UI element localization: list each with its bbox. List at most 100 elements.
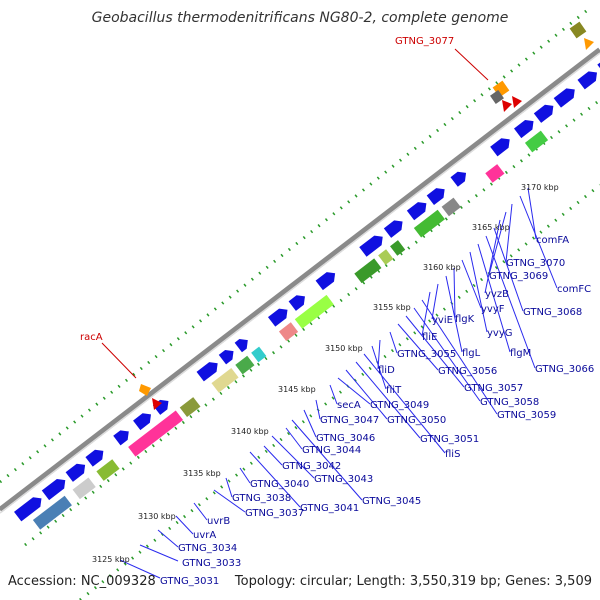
topology-text: Topology: circular; Length: 3,550,319 bp… [234, 574, 592, 589]
label-GTNG_3055: GTNG_3055 [397, 349, 456, 360]
label-GTNG_3068: GTNG_3068 [523, 307, 582, 318]
genome-title: Geobacillus thermodenitrificans NG80-2, … [91, 10, 509, 26]
dotted-track-lower [79, 183, 600, 600]
feature-block-9 [294, 294, 334, 329]
GTNG_3077-leader [454, 48, 489, 81]
label-GTNG_3047: GTNG_3047 [320, 415, 379, 426]
label-GTNG_3077: GTNG_3077 [395, 36, 454, 47]
cds-arrow-2 [65, 463, 86, 482]
scale-3135: 3135 kbp [183, 469, 221, 478]
feature-block-12 [390, 240, 406, 256]
cds-arrow-0 [14, 497, 42, 522]
label-uvrB: uvrB [207, 516, 230, 527]
label-leader-lines [119, 187, 558, 579]
feature-block-1 [72, 477, 96, 500]
feature-block-7 [251, 346, 267, 363]
label-fliT: fliT [386, 385, 402, 396]
cds-arrow-13 [359, 235, 383, 257]
scale-3130: 3130 kbp [138, 512, 176, 521]
leader-line-7 [239, 467, 251, 484]
accession-text: Accession: NC_009328 [8, 574, 156, 589]
label-GTNG_3041: GTNG_3041 [300, 503, 359, 514]
racA-gene[interactable] [139, 384, 151, 396]
cds-arrow-14 [383, 220, 403, 238]
label-GTNG_3059: GTNG_3059 [497, 410, 556, 421]
scale-3155: 3155 kbp [373, 303, 411, 312]
backbone-highlight [0, 52, 600, 514]
cds-arrow-4 [113, 430, 129, 446]
forward-arrow-icon [502, 100, 512, 112]
label-GTNG_3070: GTNG_3070 [506, 258, 565, 269]
leader-line-39 [519, 195, 558, 289]
scale-3125: 3125 kbp [92, 555, 130, 564]
cds-arrow-15 [406, 202, 427, 221]
label-GTNG_3050: GTNG_3050 [387, 415, 446, 426]
cds-arrow-22 [577, 71, 598, 90]
cds-arrow-3 [85, 449, 104, 467]
cds-arrow-12 [315, 272, 336, 291]
leader-line-18 [355, 361, 421, 439]
leader-line-34 [485, 235, 536, 369]
leader-line-35 [493, 227, 524, 312]
label-secA: secA [337, 400, 361, 411]
leader-line-40 [527, 187, 537, 240]
label-fliE: fliE [422, 332, 437, 343]
label-GTNG_3043: GTNG_3043 [314, 474, 373, 485]
feature-block-10 [354, 258, 382, 284]
feature-block-3 [128, 410, 184, 457]
scale-3170: 3170 kbp [521, 183, 559, 192]
label-yvyG: yvyG [487, 328, 513, 339]
leader-line-5 [213, 489, 246, 513]
leader-line-11 [285, 427, 303, 450]
cds-arrow-10 [267, 308, 288, 327]
feature-block-0 [32, 495, 72, 530]
label-GTNG_3058: GTNG_3058 [480, 397, 539, 408]
label-yvzB: yvzB [485, 289, 509, 300]
scale-3145: 3145 kbp [278, 385, 316, 394]
label-GTNG_3069: GTNG_3069 [489, 271, 548, 282]
gene-top-right-2 [584, 38, 594, 50]
leader-line-4 [193, 502, 208, 521]
feature-block-11 [378, 249, 394, 265]
leader-line-37 [488, 211, 507, 276]
leader-line-12 [291, 419, 363, 501]
leader-line-25 [413, 307, 481, 402]
dotted-track-inner [24, 98, 600, 547]
leader-line-1 [139, 544, 179, 562]
cds-arrow-7 [196, 362, 218, 382]
leader-line-38 [505, 203, 513, 263]
feature-block-13 [413, 209, 445, 238]
leader-line-27 [421, 291, 431, 337]
leader-line-6 [225, 477, 233, 498]
label-GTNG_3066: GTNG_3066 [535, 364, 594, 375]
cds-arrow-23 [597, 62, 600, 69]
label-flgK: flgK [455, 314, 475, 325]
label-GTNG_3031: GTNG_3031 [160, 576, 219, 587]
label-fliD: fliD [378, 365, 395, 376]
scale-3160: 3160 kbp [423, 263, 461, 272]
scale-3165: 3165 kbp [472, 223, 510, 232]
scale-3150: 3150 kbp [325, 344, 363, 353]
label-GTNG_3045: GTNG_3045 [362, 496, 421, 507]
cds-arrow-17 [450, 171, 467, 187]
label-GTNG_3049: GTNG_3049 [370, 400, 429, 411]
scale-3140: 3140 kbp [231, 427, 269, 436]
leader-line-26 [421, 299, 498, 415]
label-flgM: flgM [510, 348, 531, 359]
leader-line-30 [453, 267, 456, 319]
cds-arrow-20 [533, 104, 554, 123]
cds-arrow-9 [234, 339, 248, 353]
leader-line-8 [249, 451, 301, 508]
leader-line-22 [389, 331, 398, 354]
leader-line-31 [461, 259, 482, 309]
cds-arrow-18 [490, 138, 510, 157]
leader-line-16 [337, 377, 371, 405]
leader-line-19 [363, 353, 446, 454]
label-comFA: comFA [536, 235, 569, 246]
leader-line-13 [303, 409, 317, 438]
feature-block-16 [524, 130, 549, 153]
cds-arrow-19 [513, 120, 534, 139]
genome-backbone [0, 47, 600, 513]
